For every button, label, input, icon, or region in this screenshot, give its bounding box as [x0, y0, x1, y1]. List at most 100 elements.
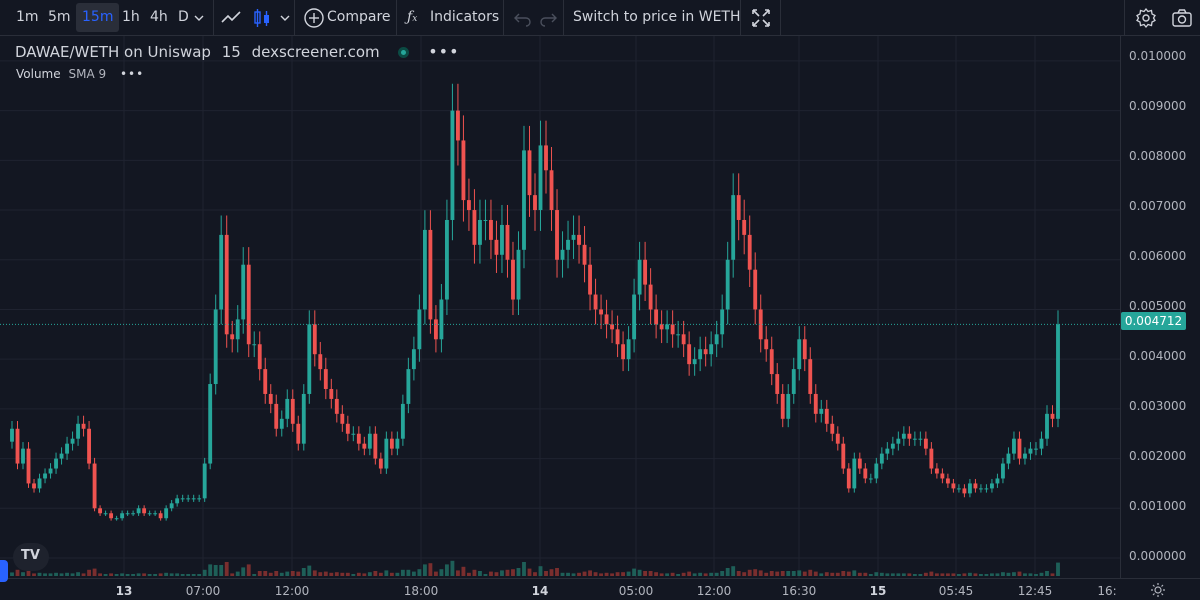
resolution-5m-button[interactable]: 5m	[48, 9, 71, 25]
volume-bar	[923, 572, 928, 576]
volume-bar	[786, 571, 791, 576]
candle-body	[417, 309, 422, 350]
undo-icon[interactable]	[511, 6, 535, 30]
candle-body	[26, 448, 31, 484]
resolution-4h-button[interactable]: 4h	[150, 9, 168, 25]
chevron-down-icon[interactable]	[193, 12, 205, 24]
line-chart-icon[interactable]	[220, 6, 244, 30]
volume-bar	[153, 574, 158, 576]
switch-price-button[interactable]: Switch to price in WETH	[573, 9, 741, 25]
redo-icon[interactable]	[536, 6, 560, 30]
candle-body	[901, 433, 906, 439]
volume-bar	[120, 573, 125, 576]
volume-bar	[224, 562, 229, 576]
candle-body	[582, 244, 587, 265]
volume-bar	[147, 574, 152, 576]
tradingview-logo[interactable]: TV	[13, 543, 49, 571]
candlestick-icon[interactable]	[250, 6, 274, 30]
source-label: dexscreener.com	[251, 43, 380, 61]
candle-body	[956, 488, 961, 490]
volume-bar	[235, 571, 240, 576]
volume-bar	[736, 571, 741, 576]
volume-bar	[868, 574, 873, 576]
volume-bar	[202, 569, 207, 576]
candle-body	[186, 498, 191, 500]
candle-body	[202, 463, 207, 499]
candle-body	[808, 359, 813, 394]
camera-icon[interactable]	[1170, 6, 1194, 30]
candle-body	[577, 234, 581, 245]
candle-body	[191, 498, 196, 500]
volume-bar	[753, 569, 758, 576]
candle-body	[923, 438, 928, 449]
volume-bar	[373, 571, 378, 576]
volume-bar	[428, 563, 433, 576]
chevron-down-icon[interactable]	[279, 12, 291, 24]
volume-bar	[1056, 562, 1060, 576]
volume-bar	[929, 571, 934, 576]
candle-body	[990, 483, 994, 489]
fullscreen-icon[interactable]	[749, 6, 773, 30]
volume-bar	[472, 569, 477, 576]
volume-bar	[164, 572, 169, 576]
volume-bar	[334, 572, 339, 576]
volume-bar	[626, 571, 631, 576]
candle-body	[169, 503, 174, 509]
candle-body	[1023, 453, 1027, 459]
chart-grid	[0, 36, 1120, 578]
resolution-d-button[interactable]: D	[178, 9, 189, 25]
candle-body	[934, 468, 939, 474]
time-axis[interactable]: 13 07:00 12:00 18:00 14 05:00 12:00 16:3…	[0, 578, 1200, 600]
add-compare-icon[interactable]	[302, 6, 326, 30]
resolution-1m-button[interactable]: 1m	[16, 9, 39, 25]
settings-gear-icon[interactable]	[1134, 6, 1158, 30]
time-tick: 15	[869, 584, 887, 598]
time-tick: 14	[531, 584, 549, 598]
toolbar-separator	[780, 0, 781, 36]
volume-bar	[852, 570, 857, 576]
candle-body	[70, 438, 75, 444]
candle-body	[802, 339, 807, 360]
candle-body	[301, 393, 306, 444]
candle-body	[92, 463, 97, 509]
candle-body	[665, 324, 670, 330]
side-toolbar-toggle[interactable]	[0, 560, 8, 582]
function-icon[interactable]: ƒx	[407, 9, 418, 25]
price-tick: 0.008000	[1129, 149, 1187, 163]
candle-body	[533, 195, 537, 211]
time-tick: 05:45	[938, 584, 974, 598]
candle-body	[197, 498, 202, 500]
candle-body	[142, 508, 147, 514]
candle-body	[175, 498, 180, 504]
price-tick: 0.007000	[1129, 199, 1187, 213]
volume-bar	[588, 570, 592, 576]
volume-bar	[301, 568, 306, 576]
more-options-icon[interactable]: •••	[428, 42, 460, 61]
volume-bar	[643, 571, 648, 576]
logo-mark-icon: TV	[21, 548, 40, 563]
price-chart[interactable]	[0, 36, 1120, 578]
time-tick: 16:30	[781, 584, 817, 598]
candle-body	[131, 513, 136, 515]
volume-bar	[290, 571, 295, 576]
price-axis[interactable]: 0.010000 0.009000 0.008000 0.007000 0.00…	[1120, 36, 1200, 578]
volume-bar	[268, 572, 273, 576]
candle-body	[714, 334, 719, 345]
toolbar-separator	[396, 0, 397, 36]
resolution-15m-button[interactable]: 15m	[76, 3, 120, 32]
price-tick: 0.003000	[1129, 399, 1187, 413]
compare-button[interactable]: Compare	[327, 9, 391, 25]
more-options-icon[interactable]: •••	[119, 67, 145, 81]
axis-settings-icon[interactable]	[1150, 582, 1166, 598]
candle-body	[450, 110, 455, 220]
toolbar-separator	[563, 0, 564, 36]
candle-body	[213, 309, 218, 385]
resolution-1h-button[interactable]: 1h	[122, 9, 140, 25]
candle-body	[252, 344, 257, 346]
chart-legend: DAWAE/WETH on Uniswap 15 dexscreener.com…	[15, 42, 460, 61]
indicators-button[interactable]: Indicators	[430, 9, 500, 25]
toolbar-separator	[294, 0, 295, 36]
volume-bar	[687, 571, 692, 576]
time-tick: 16:	[1097, 584, 1117, 598]
candle-body	[81, 423, 86, 429]
